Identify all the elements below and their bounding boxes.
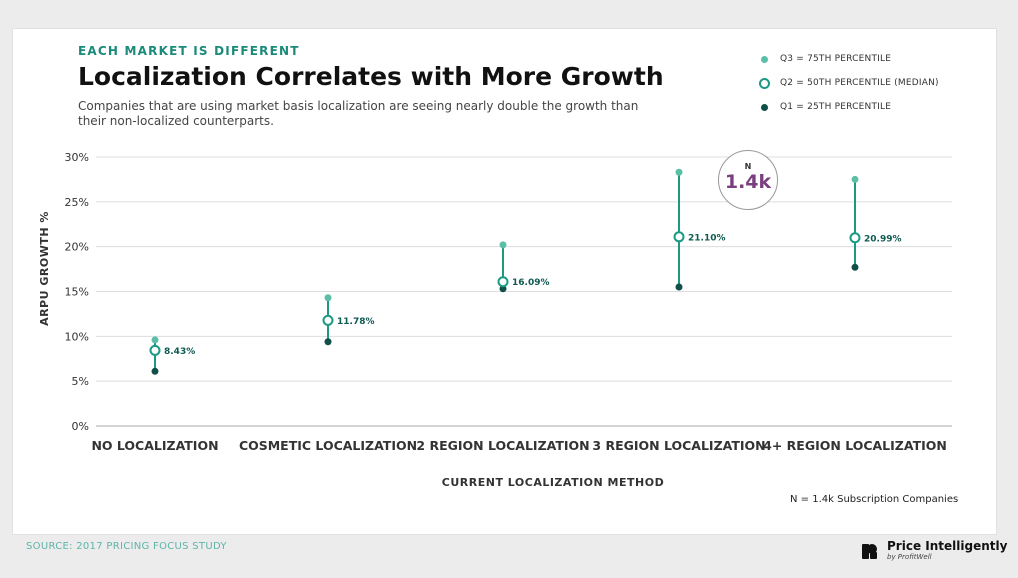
brand-logo[interactable]: Price Intelligently by ProfitWell bbox=[860, 540, 1007, 561]
q1-point bbox=[675, 283, 683, 291]
y-axis-title: ARPU GROWTH % bbox=[38, 211, 51, 326]
x-category-label: 3 REGION LOCALIZATION bbox=[592, 438, 765, 453]
sample-size-note: N = 1.4k Subscription Companies bbox=[790, 494, 959, 505]
sample-size-value: 1.4k bbox=[724, 171, 772, 193]
q3-point bbox=[324, 294, 332, 302]
y-tick-label: 15% bbox=[65, 286, 89, 299]
median-value-label: 20.99% bbox=[864, 234, 902, 244]
source-note: SOURCE: 2017 PRICING FOCUS STUDY bbox=[26, 541, 227, 552]
median-point bbox=[673, 231, 685, 243]
median-value-label: 8.43% bbox=[164, 347, 195, 357]
x-category-label: COSMETIC LOCALIZATION bbox=[239, 438, 417, 453]
legend-item-q2: Q2 = 50TH PERCENTILE (MEDIAN) bbox=[756, 71, 939, 95]
q3-point bbox=[151, 336, 159, 344]
legend-item-q1: Q1 = 25TH PERCENTILE bbox=[756, 95, 939, 119]
median-value-label: 21.10% bbox=[688, 233, 726, 243]
q1-point bbox=[324, 338, 332, 346]
y-tick-label: 10% bbox=[65, 330, 89, 343]
sample-size-label: N bbox=[744, 162, 752, 171]
q1-point bbox=[851, 263, 859, 271]
y-tick-label: 30% bbox=[65, 151, 89, 164]
q3-point bbox=[499, 241, 507, 249]
y-tick-label: 20% bbox=[65, 241, 89, 254]
q1-dot-icon bbox=[760, 103, 768, 111]
x-category-label: 2 REGION LOCALIZATION bbox=[416, 438, 589, 453]
legend-item-q3: Q3 = 75TH PERCENTILE bbox=[756, 47, 939, 71]
sample-size-bubble: N 1.4k bbox=[718, 150, 778, 210]
q3-point bbox=[675, 168, 683, 176]
brand-name: Price Intelligently bbox=[887, 539, 1008, 553]
x-category-label: 4+ REGION LOCALIZATION bbox=[763, 438, 947, 453]
q1-point bbox=[151, 367, 159, 375]
x-category-label: NO LOCALIZATION bbox=[91, 438, 218, 453]
legend-label-q3: Q3 = 75TH PERCENTILE bbox=[780, 54, 892, 64]
median-value-label: 16.09% bbox=[512, 278, 550, 288]
legend-label-q2: Q2 = 50TH PERCENTILE (MEDIAN) bbox=[780, 78, 939, 88]
y-tick-label: 0% bbox=[72, 420, 89, 433]
y-tick-label: 5% bbox=[72, 375, 89, 388]
q2-ring-icon bbox=[758, 77, 770, 89]
median-point bbox=[149, 344, 161, 356]
y-tick-label: 25% bbox=[65, 196, 89, 209]
median-point bbox=[849, 232, 861, 244]
q1-point bbox=[499, 285, 507, 293]
legend-label-q1: Q1 = 25TH PERCENTILE bbox=[780, 102, 892, 112]
x-axis-title: CURRENT LOCALIZATION METHOD bbox=[442, 476, 664, 489]
chart-title: Localization Correlates with More Growth bbox=[78, 62, 664, 91]
legend: Q3 = 75TH PERCENTILE Q2 = 50TH PERCENTIL… bbox=[756, 47, 939, 119]
eyebrow-label: EACH MARKET IS DIFFERENT bbox=[78, 44, 300, 58]
q3-dot-icon bbox=[760, 55, 768, 63]
q3-point bbox=[851, 175, 859, 183]
median-value-label: 11.78% bbox=[337, 317, 375, 327]
price-intelligently-logo-icon bbox=[862, 543, 877, 559]
median-point bbox=[497, 276, 509, 288]
median-point bbox=[322, 314, 334, 326]
brand-sub: by ProfitWell bbox=[887, 553, 932, 561]
chart-subtitle: Companies that are using market basis lo… bbox=[78, 99, 639, 128]
